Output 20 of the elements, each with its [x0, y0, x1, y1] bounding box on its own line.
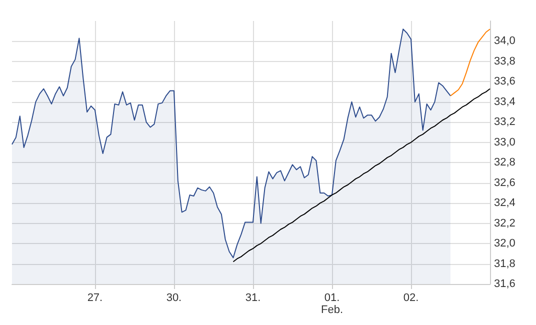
y-tick-label: 34,0	[494, 35, 516, 48]
y-tick-label: 33,2	[494, 116, 516, 128]
y-tick-label: 32,4	[494, 197, 516, 210]
y-tick-label: 32,6	[494, 176, 516, 189]
x-tick-label: 30.	[166, 292, 182, 304]
y-tick-label: 32,2	[494, 217, 516, 230]
y-tick-label: 31,6	[494, 278, 516, 290]
y-tick-label: 33,6	[494, 76, 516, 88]
y-tick-label: 33,0	[494, 136, 516, 148]
line-series	[450, 28, 490, 96]
y-tick-label: 31,8	[494, 258, 516, 270]
x-tick-label: 31.	[245, 292, 261, 304]
x-tick-label: 02.	[403, 292, 419, 304]
y-tick-label: 32,8	[494, 156, 516, 169]
y-tick-label: 33,8	[494, 55, 516, 68]
x-tick-label: 27.	[87, 292, 103, 304]
x-tick-label: 01. Feb.	[320, 292, 343, 316]
y-tick-label: 33,4	[494, 96, 516, 108]
line-series	[232, 88, 490, 262]
y-tick-label: 32,0	[494, 238, 516, 250]
